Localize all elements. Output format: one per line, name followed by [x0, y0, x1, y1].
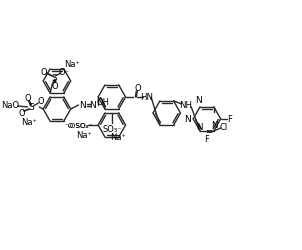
Text: ⁻O·SO₂: ⁻O·SO₂ [65, 122, 88, 128]
Text: F: F [227, 115, 232, 124]
Text: N: N [195, 96, 201, 105]
Text: O⁻: O⁻ [58, 67, 69, 76]
Text: -OSO₃⁻: -OSO₃⁻ [68, 122, 93, 128]
Text: N: N [196, 123, 202, 132]
Text: N: N [89, 101, 96, 110]
Text: O: O [24, 94, 31, 103]
Text: O: O [38, 97, 45, 106]
Text: HN: HN [141, 93, 154, 102]
Text: N: N [211, 121, 218, 130]
Text: N: N [79, 101, 86, 110]
Text: NH: NH [179, 101, 192, 110]
Text: SO₃⁻: SO₃⁻ [102, 125, 122, 134]
Text: S: S [51, 73, 57, 82]
Text: OH: OH [97, 97, 110, 106]
Text: S: S [29, 103, 34, 112]
Text: NaO: NaO [1, 101, 19, 110]
Text: Na⁺: Na⁺ [64, 60, 80, 68]
Text: F: F [204, 135, 209, 144]
Text: Na⁺: Na⁺ [110, 133, 126, 142]
Text: O: O [52, 81, 58, 90]
Text: N: N [184, 115, 191, 124]
Text: O: O [41, 67, 47, 76]
Text: O: O [18, 109, 25, 118]
Text: Na⁺: Na⁺ [76, 131, 92, 140]
Text: =: = [205, 127, 213, 136]
Text: Cl: Cl [220, 123, 228, 132]
Text: O: O [134, 84, 141, 93]
Text: Na⁺: Na⁺ [21, 118, 37, 127]
